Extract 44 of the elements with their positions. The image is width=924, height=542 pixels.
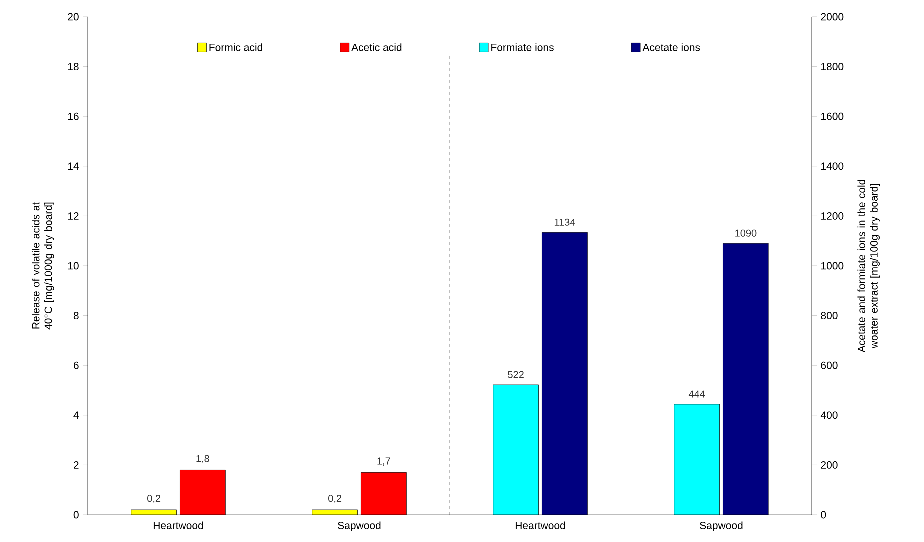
data-label: 1134 [554, 218, 576, 226]
data-label: 1,7 [378, 458, 390, 466]
x-tick-label: Heartwood [154, 522, 204, 530]
data-label: 0,2 [148, 495, 161, 504]
bar [493, 384, 539, 515]
y-axis-title: Release of volatile acids at 40°C [mg/1000g dry board] [32, 202, 54, 330]
data-label: 522 [508, 371, 524, 378]
y-tick-label: 8 [74, 312, 79, 320]
y-tick-label: 20 [68, 13, 79, 21]
bar [723, 243, 769, 515]
bar [674, 404, 720, 515]
y-tick-label: 10 [68, 262, 79, 270]
bar [361, 472, 407, 515]
y-tick-label: 4 [74, 412, 79, 420]
x-tick-label: Sapwood [700, 522, 743, 532]
y2-tick-label: 1600 [822, 112, 844, 120]
y2-tick-label: 1400 [822, 162, 844, 170]
y2-tick-label: 400 [820, 412, 838, 420]
legend-label: Formiate ions [492, 44, 554, 52]
y-tick-label: 12 [68, 212, 79, 220]
legend-label: Acetic acid [352, 44, 402, 52]
y-tick-label: 6 [74, 362, 79, 370]
x-tick-label: Heartwood [516, 522, 566, 530]
legend-label: Acetate ions [642, 44, 700, 52]
y2-tick-label: 1800 [822, 63, 844, 71]
y2-tick-label: 0 [821, 511, 826, 519]
y-tick-label: 14 [68, 162, 79, 170]
data-label: 0,2 [328, 495, 342, 504]
y-tick-label: 18 [68, 63, 79, 71]
y-tick-label: 0 [74, 511, 79, 519]
y2-tick-label: 1000 [822, 262, 844, 270]
legend-label: Formic acid [210, 44, 262, 52]
x-tick-label: Sapwood [338, 522, 381, 532]
y-tick-label: 2 [74, 462, 79, 469]
y-tick-label: 16 [68, 112, 79, 120]
data-label: 1,8 [196, 455, 210, 464]
y2-tick-label: 2000 [821, 13, 844, 21]
y2-tick-label: 600 [821, 362, 838, 370]
y2-axis-title: Acetate and formiate ions in the cold woater extract [mg/100g dry board] [858, 180, 880, 353]
y2-tick-label: 200 [821, 461, 838, 469]
data-label: 1090 [736, 230, 757, 237]
y2-tick-label: 800 [821, 312, 838, 320]
data-label: 444 [688, 390, 706, 398]
y2-tick-label: 1200 [822, 212, 844, 220]
